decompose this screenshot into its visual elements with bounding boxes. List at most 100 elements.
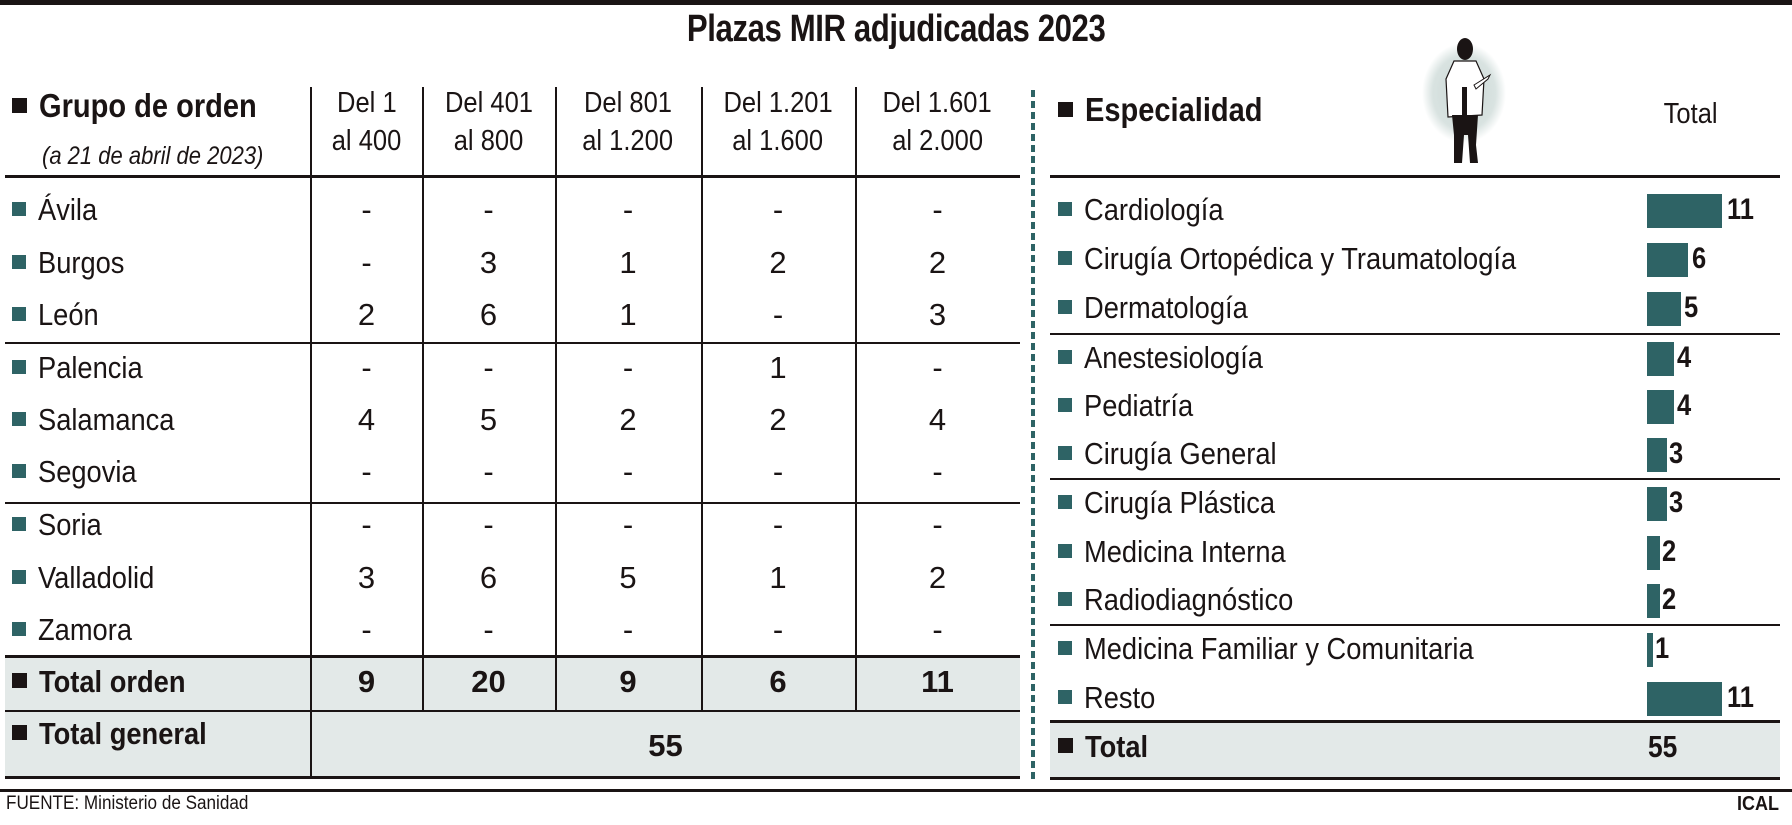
cell: 2 (357, 297, 376, 332)
bar (1647, 342, 1674, 376)
cell: 3 (479, 245, 498, 280)
bar (1647, 536, 1660, 570)
province-label: Burgos (12, 245, 136, 281)
cell: - (772, 297, 784, 332)
cell: - (483, 507, 494, 542)
group-header-label: Grupo de orden (12, 88, 287, 124)
cell: 6 (479, 297, 498, 332)
cell: - (932, 507, 943, 542)
total-general-value: 55 (648, 728, 683, 763)
specialty-label: Cardiología (1058, 192, 1243, 228)
bar-value: 2 (1662, 583, 1677, 616)
cell: - (772, 612, 784, 647)
specialty-total-label: Total (1058, 729, 1157, 765)
specialty-label: Radiodiagnóstico (1058, 582, 1322, 618)
bottom-rule (5, 776, 1020, 779)
bar-value: 3 (1669, 437, 1684, 470)
group-rule (5, 502, 1020, 504)
col-divider (855, 87, 857, 710)
header-rule (5, 175, 1020, 178)
group-rule (5, 655, 1020, 658)
specialty-label: Medicina Familiar y Comunitaria (1058, 631, 1527, 667)
cell: - (361, 192, 372, 227)
cell: 2 (928, 245, 947, 280)
doctor-icon (1412, 35, 1512, 175)
col-header-4: Del 1.201 al 1.600 (723, 87, 833, 157)
col-divider (555, 87, 557, 710)
total-orden-label: Total orden (12, 664, 205, 700)
page-title: Plazas MIR adjudicadas 2023 (686, 8, 1106, 50)
bar-value: 3 (1669, 486, 1684, 519)
totals-shade (5, 657, 1020, 777)
bar (1647, 584, 1660, 618)
cell: 1 (769, 350, 787, 385)
cell: - (772, 192, 784, 227)
cell: 4 (357, 402, 376, 437)
cell: 5 (479, 402, 498, 437)
cell: 2 (619, 402, 637, 437)
cell: - (932, 192, 943, 227)
source-note: FUENTE: Ministerio de Sanidad (6, 793, 249, 814)
specialty-label: Cirugía Ortopédica y Traumatología (1058, 241, 1575, 277)
bar (1647, 487, 1667, 521)
province-label: León (12, 297, 107, 333)
footer-rule (0, 789, 1792, 792)
cell: - (622, 612, 634, 647)
cell: 3 (357, 560, 376, 595)
cell: 6 (769, 664, 787, 699)
cell: 6 (479, 560, 498, 595)
total-column-header: Total (1663, 98, 1718, 130)
cell: 11 (921, 664, 954, 699)
cell: - (772, 454, 784, 489)
bar-value: 11 (1727, 681, 1754, 714)
cell: 2 (769, 402, 787, 437)
cell: 9 (619, 664, 637, 699)
cell: 1 (619, 297, 637, 332)
specialty-header-label: Especialidad (1058, 92, 1287, 128)
specialty-label: Dermatología (1058, 290, 1270, 326)
bar-value: 1 (1655, 632, 1670, 665)
cell: - (622, 192, 634, 227)
bar (1647, 243, 1688, 277)
cell: 1 (769, 560, 787, 595)
group-rule (1050, 478, 1780, 480)
specialty-label: Cirugía General (1058, 436, 1303, 472)
cell: - (361, 507, 372, 542)
cell: - (361, 245, 372, 280)
province-label: Segovia (12, 454, 150, 490)
province-label: Valladolid (12, 560, 170, 596)
province-label: Zamora (12, 612, 145, 648)
bar-value: 6 (1692, 242, 1707, 275)
province-label: Palencia (12, 350, 157, 386)
total-general-label: Total general (12, 716, 230, 752)
specialty-label: Anestesiología (1058, 340, 1287, 376)
bar (1647, 633, 1653, 667)
col-header-2: Del 401 al 800 (444, 87, 533, 157)
cell: - (932, 612, 943, 647)
col-divider (701, 87, 703, 710)
cell: 9 (357, 664, 376, 699)
section-divider (1031, 90, 1035, 780)
specialty-label: Pediatría (1058, 388, 1208, 424)
cell: - (772, 507, 784, 542)
bar-value: 2 (1662, 535, 1677, 568)
total-rule (1050, 720, 1780, 723)
cell: 5 (619, 560, 637, 595)
col-divider (422, 87, 424, 710)
credit: ICAL (1737, 793, 1780, 815)
cell: - (483, 350, 494, 385)
cell: 4 (928, 402, 947, 437)
cell: 2 (769, 245, 787, 280)
cell: - (622, 507, 634, 542)
cell: - (932, 350, 943, 385)
group-rule (5, 342, 1020, 344)
cell: 20 (471, 664, 506, 699)
cell: 3 (928, 297, 947, 332)
specialty-label: Medicina Interna (1058, 534, 1313, 570)
cell: - (361, 612, 372, 647)
header-rule (1050, 175, 1780, 178)
bar (1647, 292, 1681, 326)
col-header-3: Del 801 al 1.200 (582, 87, 674, 157)
top-rule (0, 0, 1792, 5)
col-header-1: Del 1 al 400 (331, 87, 402, 157)
